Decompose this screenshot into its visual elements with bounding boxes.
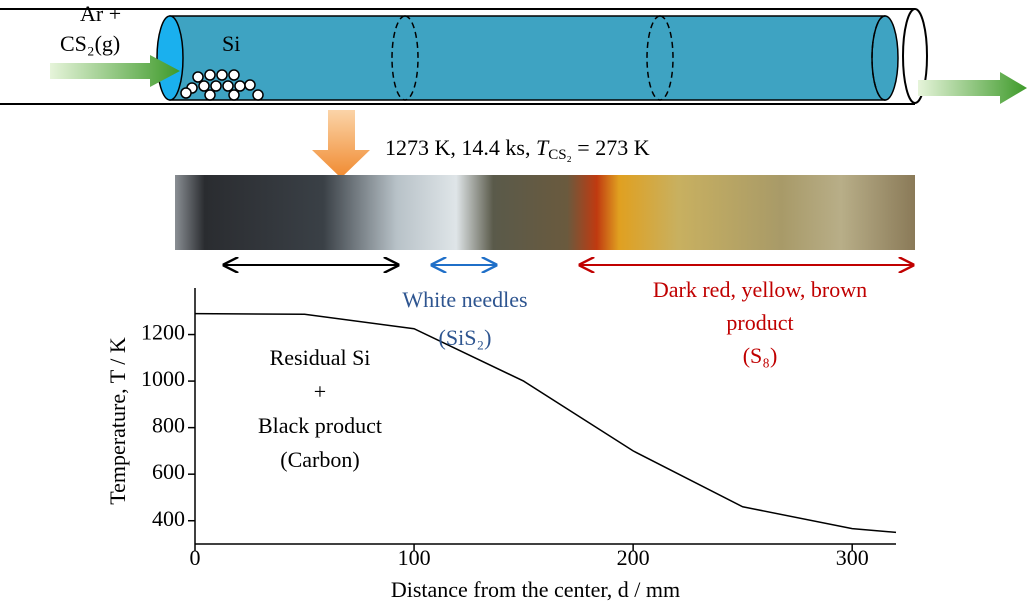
sample-photo (175, 175, 915, 250)
x-tick-label: 0 (190, 545, 201, 570)
reactor-diagram: Ar + CS₂(g) Si 1273 K, 14.4 ks, TCS₂ = 2… (0, 1, 1027, 265)
x-axis-label: Distance from the center, d / mm (391, 577, 680, 602)
y-tick-label: 1200 (141, 320, 185, 345)
condition-prefix: 1273 K, 14.4 ks, (385, 135, 536, 160)
annotation: Residual Si (270, 345, 371, 370)
gas-label: Ar + (80, 1, 121, 26)
annotation: (Carbon) (280, 447, 359, 472)
annotation: (SiS₂) (439, 325, 492, 350)
annotation: Dark red, yellow, brown (653, 277, 867, 302)
condition-suffix: = 273 K (572, 135, 650, 160)
annotation: Black product (258, 413, 382, 438)
x-tick-label: 100 (398, 545, 431, 570)
y-tick-label: 800 (152, 413, 185, 438)
x-tick-label: 300 (836, 545, 869, 570)
x-tick-label: 200 (617, 545, 650, 570)
plot: 400 600 800 1000 1200 0 100 200 300 Distance from… (105, 277, 896, 602)
condition: 1273 K, 14.4 ks, TCS₂ = 273 K (385, 135, 650, 163)
annotation: + (314, 379, 326, 404)
annotation: (S₈) (743, 343, 778, 368)
y-tick-label: 600 (152, 459, 185, 484)
annotation: White needles (402, 287, 527, 312)
figure: Ar + CS₂(g) Si 1273 K, 14.4 ks, TCS₂ = 2… (0, 0, 1027, 607)
condition-subscript: CS₂ (548, 147, 572, 163)
y-tick-label: 400 (152, 506, 185, 531)
sample-label: Si (222, 31, 240, 56)
y-tick-label: 1000 (141, 366, 185, 391)
annotation: product (726, 310, 793, 335)
y-axis-label: Temperature, T / K (105, 337, 130, 505)
gas-label: CS₂(g) (60, 31, 120, 56)
